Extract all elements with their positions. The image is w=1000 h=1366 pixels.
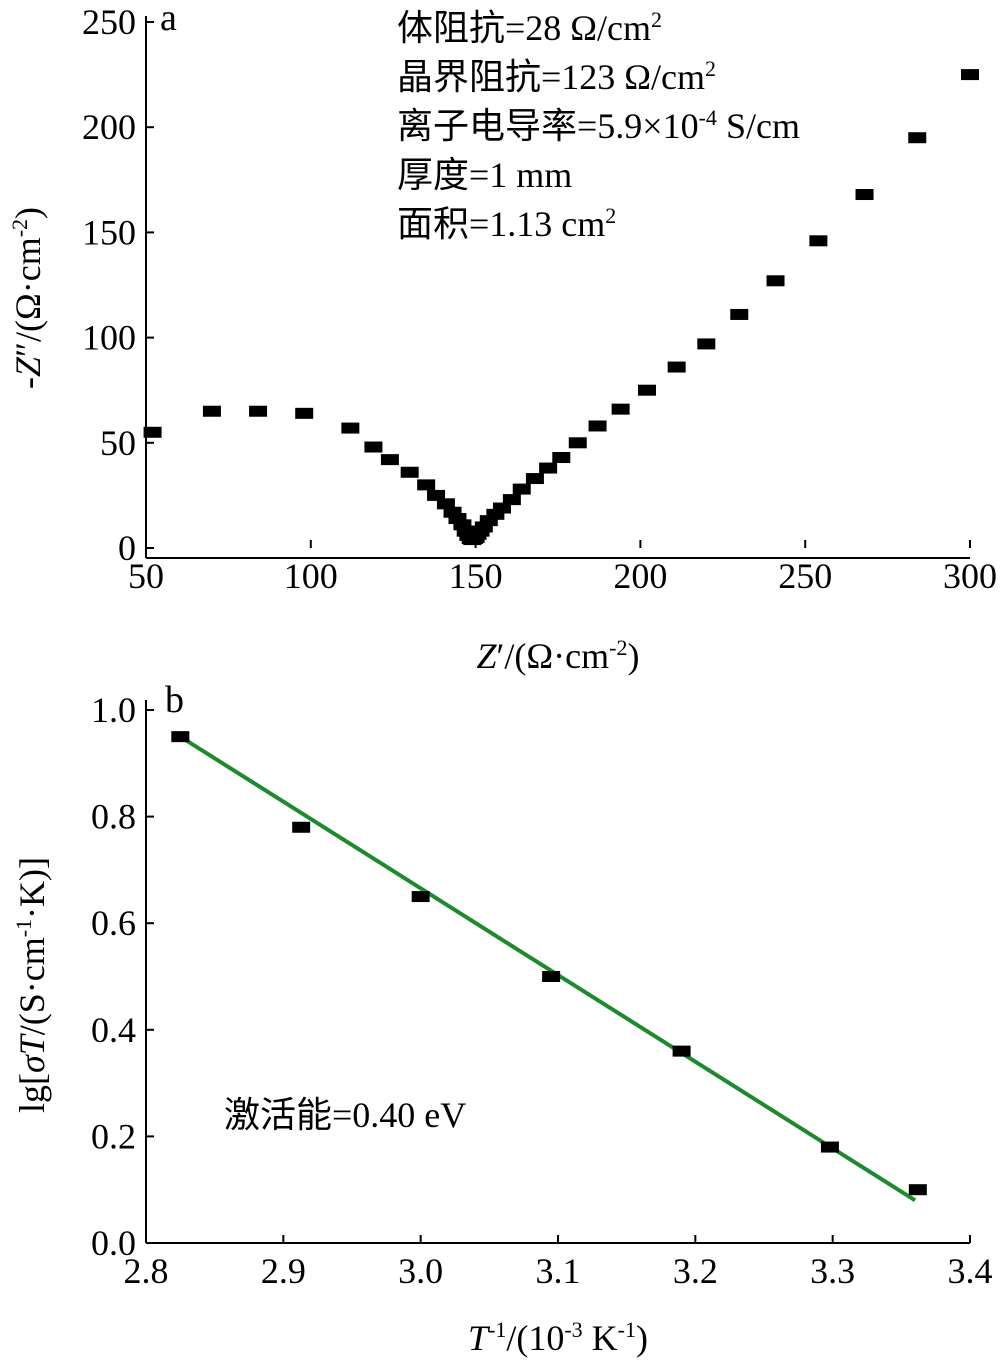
- data-point: [436, 498, 455, 510]
- data-point: [364, 441, 383, 453]
- panel-b-y-axis-label-group: lg[σT/(S·cm-1·K)]: [11, 857, 52, 1113]
- annotation-thickness: 厚度=1 mm: [397, 155, 572, 195]
- data-point: [697, 338, 716, 350]
- panel-b-x-axis-label: T-1/(10-3 K-1): [468, 1317, 648, 1358]
- data-point: [667, 361, 686, 373]
- panel-b-label: b: [165, 679, 184, 721]
- data-point: [512, 483, 531, 495]
- panel-a-y-axis-label: -Z″/(Ω·cm-2): [7, 207, 48, 389]
- data-point: [672, 1045, 691, 1057]
- x-tick-label: 200: [613, 556, 667, 596]
- data-point: [611, 403, 630, 415]
- x-tick-label: 3.1: [536, 1251, 581, 1291]
- data-point: [492, 502, 511, 514]
- panel-b-y-axis-label: lg[σT/(S·cm-1·K)]: [11, 857, 52, 1113]
- y-tick-label: 150: [82, 212, 136, 252]
- y-tick-label: 250: [82, 2, 136, 42]
- data-point: [552, 452, 571, 464]
- data-point: [453, 519, 472, 531]
- data-point: [542, 971, 561, 982]
- panel-b-arrhenius-plot: b 2.8 2.9 3.0 3.1 3.2 3.3 3.4 0.0 0.2 0.4 0.6 0.8 1…: [11, 679, 993, 1358]
- data-point: [855, 189, 874, 201]
- y-tick-label: 50: [100, 423, 136, 463]
- y-tick-label: 0.6: [91, 903, 136, 943]
- data-point: [730, 308, 749, 320]
- data-point: [249, 405, 268, 417]
- data-point: [820, 1141, 839, 1153]
- x-tick-label: 50: [128, 556, 164, 596]
- data-point: [295, 407, 314, 419]
- panel-b-data-points: [171, 731, 927, 1196]
- data-point: [448, 513, 467, 525]
- panel-a-x-ticks: 50 100 150 200 250 300: [128, 540, 997, 596]
- data-point: [809, 235, 828, 247]
- x-tick-label: 3.0: [398, 1251, 443, 1291]
- x-tick-label: 150: [449, 556, 503, 596]
- panel-a-x-axis-label: Z′/(Ω·cm-2): [477, 635, 640, 676]
- y-tick-label: 0.8: [91, 797, 136, 837]
- x-tick-label: 250: [778, 556, 832, 596]
- data-point: [502, 494, 521, 506]
- panel-a-y-axis-label-group: -Z″/(Ω·cm-2): [7, 207, 48, 389]
- data-point: [411, 891, 430, 903]
- data-point: [637, 384, 656, 396]
- x-tick-label: 2.9: [261, 1251, 306, 1291]
- data-point: [908, 132, 927, 144]
- fit-line: [179, 734, 917, 1203]
- data-point: [961, 69, 979, 81]
- data-point: [568, 437, 587, 449]
- panel-b-y-ticks: 0.0 0.2 0.4 0.6 0.8 1.0: [91, 690, 154, 1263]
- data-point: [292, 821, 311, 833]
- x-tick-label: 3.3: [810, 1251, 855, 1291]
- panel-a-y-ticks: 0 50 100 150 200 250: [82, 2, 154, 568]
- data-point: [202, 405, 221, 417]
- data-point: [341, 422, 360, 434]
- x-tick-label: 2.8: [124, 1251, 169, 1291]
- annotation-bulk-impedance: 体阻抗=28 Ω/cm2: [397, 7, 662, 48]
- data-point: [443, 506, 462, 518]
- x-tick-label: 3.4: [948, 1251, 993, 1291]
- y-tick-label: 0.4: [91, 1010, 136, 1050]
- y-tick-label: 1.0: [91, 690, 136, 730]
- data-point: [474, 521, 493, 533]
- data-point: [588, 420, 607, 432]
- x-tick-label: 300: [943, 556, 997, 596]
- panel-a-annotations: 体阻抗=28 Ω/cm2 晶界阻抗=123 Ω/cm2 离子电导率=5.9×10…: [397, 7, 800, 244]
- panel-a-data-points: [143, 69, 979, 546]
- y-tick-label: 0.2: [91, 1116, 136, 1156]
- y-tick-label: 100: [82, 318, 136, 358]
- y-tick-label: 0.0: [91, 1223, 136, 1263]
- data-point: [171, 731, 190, 743]
- annotation-activation-energy: 激活能=0.40 eV: [224, 1095, 466, 1135]
- data-point: [479, 515, 498, 527]
- data-point: [400, 466, 419, 478]
- data-point: [427, 489, 446, 501]
- data-point: [380, 454, 399, 466]
- annotation-ionic-conductivity: 离子电导率=5.9×10-4 S/cm: [397, 105, 800, 146]
- annotation-area: 面积=1.13 cm2: [397, 203, 616, 244]
- data-point: [417, 479, 436, 491]
- data-point: [766, 275, 785, 287]
- data-point: [486, 508, 505, 520]
- panel-b-fit-line-group: [179, 734, 917, 1203]
- y-tick-label: 200: [82, 107, 136, 147]
- annotation-grain-boundary-impedance: 晶界阻抗=123 Ω/cm2: [397, 56, 716, 97]
- panel-a-label: a: [160, 0, 177, 39]
- x-tick-label: 3.2: [673, 1251, 718, 1291]
- panel-b-x-ticks: 2.8 2.9 3.0 3.1 3.2 3.3 3.4: [124, 1235, 993, 1291]
- y-tick-label: 0: [118, 528, 136, 568]
- data-point: [525, 473, 544, 485]
- data-point: [143, 426, 162, 438]
- data-point: [908, 1184, 927, 1196]
- x-tick-label: 100: [284, 556, 338, 596]
- data-point: [539, 462, 558, 474]
